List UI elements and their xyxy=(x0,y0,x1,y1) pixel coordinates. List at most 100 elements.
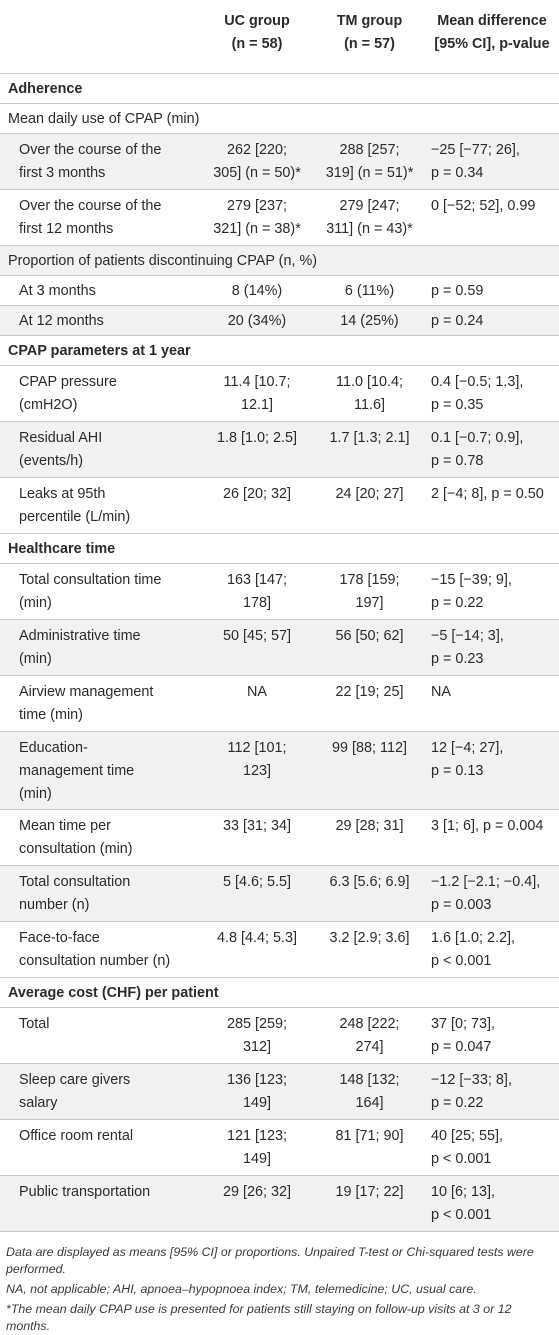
tm-value: 14 (25%) xyxy=(340,313,399,329)
table-row: CPAP pressure (cmH2O) 11.4 [10.7; 12.1] 11.0… xyxy=(0,366,559,422)
table-footnotes: Data are displayed as means [95% CI] or … xyxy=(0,1232,559,1335)
row-label-line: number (n) xyxy=(19,897,90,913)
uc-value-line: 285 [259; xyxy=(226,1016,287,1032)
mean-difference-line: −1.2 [−2.1; −0.4], xyxy=(431,874,541,890)
mean-difference-line: p = 0.003 xyxy=(431,897,492,913)
tm-value-line: 99 [88; 112] xyxy=(332,740,407,756)
uc-value: NA xyxy=(200,681,314,731)
row-label: Education-management time (min) xyxy=(0,737,200,809)
uc-value: 33 [31; 34] xyxy=(200,815,314,865)
row-label-line: salary xyxy=(19,1095,58,1111)
table-row: Over the course of the first 3 months 262 … xyxy=(0,134,559,190)
uc-value: 1.8 [1.0; 2.5] xyxy=(200,427,314,477)
uc-value-line: 4.8 [4.4; 5.3] xyxy=(216,930,297,946)
mean-difference-line: p < 0.001 xyxy=(431,953,492,969)
table-row: Total consultation number (n) 5 [4.6; 5.5]… xyxy=(0,866,559,922)
uc-value-line: 262 [220; xyxy=(226,142,287,158)
mean-difference-line: p = 0.23 xyxy=(431,651,484,667)
mean-difference-line: 1.6 [1.0; 2.2], xyxy=(431,930,516,946)
tm-value: 1.7 [1.3; 2.1] xyxy=(314,427,425,477)
mean-difference: 0 [−52; 52], 0.99 xyxy=(425,195,559,245)
mean-difference: 0.1 [−0.7; 0.9], p = 0.78 xyxy=(425,427,559,477)
tm-value-line: 248 [222; xyxy=(339,1016,400,1032)
uc-value-line: 305] (n = 50)* xyxy=(213,165,301,181)
tm-value-line: 81 [71; 90] xyxy=(335,1128,404,1144)
table-row: Education-management time (min) 112 [101; 1… xyxy=(0,732,559,810)
tm-value-line: 319] (n = 51)* xyxy=(325,165,414,181)
table-row: Public transportation 29 [26; 32] 19 [17; … xyxy=(0,1176,559,1232)
uc-value: 11.4 [10.7; 12.1] xyxy=(200,371,314,421)
mean-difference: p = 0.59 xyxy=(431,283,484,299)
mean-difference-line: −5 [−14; 3], xyxy=(431,628,504,644)
row-label: Public transportation xyxy=(0,1181,200,1231)
uc-value: 5 [4.6; 5.5] xyxy=(200,871,314,921)
mean-difference-line: p = 0.047 xyxy=(431,1039,492,1055)
mean-difference-line: p = 0.78 xyxy=(431,453,484,469)
mean-difference-line: −12 [−33; 8], xyxy=(431,1072,512,1088)
mean-difference-line: 0 [−52; 52], 0.99 xyxy=(431,198,536,214)
row-label-line: percentile (L/min) xyxy=(19,509,131,525)
uc-value: 262 [220; 305] (n = 50)* xyxy=(200,139,314,189)
tm-value: 29 [28; 31] xyxy=(314,815,425,865)
subheading-label: Proportion of patients discontinuing CPA… xyxy=(8,253,318,269)
uc-value-line: 26 [20; 32] xyxy=(222,486,291,502)
mean-difference: 0.4 [−0.5; 1.3], p = 0.35 xyxy=(425,371,559,421)
row-label-line: first 3 months xyxy=(19,165,106,181)
header-diff-title: Mean difference xyxy=(437,13,547,29)
tm-value-line: 22 [19; 25] xyxy=(335,684,404,700)
table-row: At 12 months 20 (34%) 14 (25%) p = 0.24 xyxy=(0,306,559,336)
mean-difference: −15 [−39; 9], p = 0.22 xyxy=(425,569,559,619)
mean-difference-line: p < 0.001 xyxy=(431,1207,492,1223)
subheading-label: Mean daily use of CPAP (min) xyxy=(8,111,200,127)
row-label-line: Face-to-face xyxy=(19,930,100,946)
table-body: Adherence Mean daily use of CPAP (min) Ove… xyxy=(0,74,559,1232)
mean-difference: −1.2 [−2.1; −0.4], p = 0.003 xyxy=(425,871,559,921)
row-label-line: (min) xyxy=(19,595,52,611)
table-row: Total consultation time (min) 163 [147; 178… xyxy=(0,564,559,620)
row-label-line: Residual AHI xyxy=(19,430,103,446)
uc-value-line: 321] (n = 38)* xyxy=(213,221,301,237)
table-row: Face-to-face consultation number (n) 4.8 [… xyxy=(0,922,559,978)
footnote-stats: Data are displayed as means [95% CI] or … xyxy=(6,1245,534,1276)
row-label: Sleep care givers salary xyxy=(0,1069,200,1119)
table-row: Mean time per consultation (min) 33 [31; 3… xyxy=(0,810,559,866)
row-label: Administrative time (min) xyxy=(0,625,200,675)
footnote-asterisk: *The mean daily CPAP use is presented fo… xyxy=(6,1302,512,1333)
section-title: Average cost (CHF) per patient xyxy=(8,985,219,1001)
mean-difference-line: p = 0.22 xyxy=(431,1095,484,1111)
uc-value-line: 149] xyxy=(242,1095,271,1111)
row-label: Mean time per consultation (min) xyxy=(0,815,200,865)
tm-value: 178 [159; 197] xyxy=(314,569,425,619)
tm-value-line: 279 [247; xyxy=(339,198,400,214)
row-label-line: CPAP pressure xyxy=(19,374,117,390)
mean-difference-line: p = 0.35 xyxy=(431,397,484,413)
row-label-line: Leaks at 95th xyxy=(19,486,106,502)
header-tm-group: TM group (n = 57) xyxy=(314,0,425,73)
tm-value: 19 [17; 22] xyxy=(314,1181,425,1231)
footnote-abbrev: NA, not applicable; AHI, apnoea–hypopnoe… xyxy=(6,1282,477,1296)
tm-value: 81 [71; 90] xyxy=(314,1125,425,1175)
mean-difference: −5 [−14; 3], p = 0.23 xyxy=(425,625,559,675)
uc-value: 163 [147; 178] xyxy=(200,569,314,619)
mean-difference-line: 40 [25; 55], xyxy=(431,1128,504,1144)
tm-value-line: 274] xyxy=(355,1039,384,1055)
header-blank xyxy=(0,0,200,73)
uc-value: 285 [259; 312] xyxy=(200,1013,314,1063)
uc-value: 121 [123; 149] xyxy=(200,1125,314,1175)
header-tm-n: (n = 57) xyxy=(344,36,395,52)
row-label-line: Public transportation xyxy=(19,1184,151,1200)
table-row: Over the course of the first 12 months 279… xyxy=(0,190,559,246)
tm-value: 148 [132; 164] xyxy=(314,1069,425,1119)
subheading-row: Mean daily use of CPAP (min) xyxy=(0,104,559,134)
mean-difference: 12 [−4; 27], p = 0.13 xyxy=(425,737,559,809)
section-row: Average cost (CHF) per patient xyxy=(0,978,559,1008)
mean-difference-line: −25 [−77; 26], xyxy=(431,142,520,158)
uc-value: 279 [237; 321] (n = 38)* xyxy=(200,195,314,245)
row-label-line: Mean time per xyxy=(19,818,111,834)
row-label: At 3 months xyxy=(19,283,96,299)
row-label-line: Total consultation xyxy=(19,874,131,890)
tm-value-line: 6.3 [5.6; 6.9] xyxy=(329,874,410,890)
tm-value-line: 11.0 [10.4; xyxy=(336,374,403,390)
uc-value-line: 163 [147; xyxy=(226,572,287,588)
